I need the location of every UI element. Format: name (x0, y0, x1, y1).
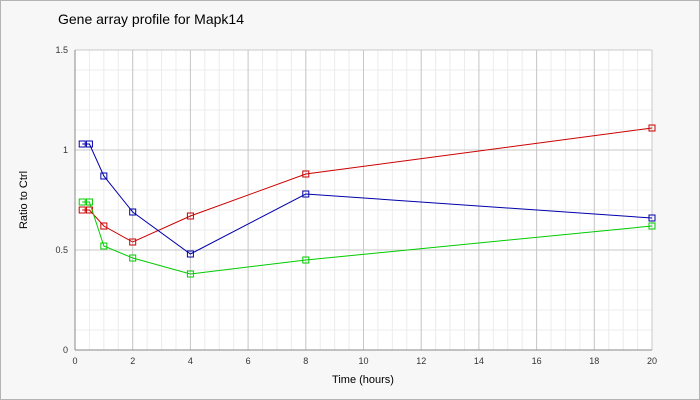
data-point (85, 140, 93, 148)
data-point (648, 222, 656, 230)
x-axis-label: Time (hours) (332, 374, 394, 386)
x-tick-label: 8 (303, 356, 308, 366)
x-tick-label: 18 (589, 356, 599, 366)
data-point (302, 190, 310, 198)
data-point (100, 242, 108, 250)
series-line-2 (82, 143, 653, 255)
series-line-3 (82, 201, 653, 275)
data-point (78, 206, 86, 214)
data-point (100, 172, 108, 180)
x-tick-label: 6 (246, 356, 251, 366)
data-point (648, 124, 656, 132)
data-point (129, 238, 137, 246)
data-point (186, 212, 194, 220)
x-tick-label: 12 (416, 356, 426, 366)
data-point (186, 270, 194, 278)
data-point (78, 140, 86, 148)
x-tick-label: 10 (358, 356, 368, 366)
data-point (186, 250, 194, 258)
data-point (302, 170, 310, 178)
x-tick-label: 16 (532, 356, 542, 366)
series-line-1 (82, 127, 653, 243)
y-tick-label: 1.5 (55, 45, 68, 55)
data-point (85, 198, 93, 206)
chart-title: Gene array profile for Mapk14 (58, 11, 244, 27)
x-tick-label: 20 (647, 356, 657, 366)
y-tick-label: 0 (63, 345, 68, 355)
data-point (129, 254, 137, 262)
data-point (648, 214, 656, 222)
x-tick-label: 0 (72, 356, 77, 366)
y-tick-label: 0.5 (55, 245, 68, 255)
x-tick-label: 2 (130, 356, 135, 366)
x-tick-label: 14 (474, 356, 484, 366)
x-tick-label: 4 (188, 356, 193, 366)
data-point (78, 198, 86, 206)
data-point (302, 256, 310, 264)
y-tick-label: 1 (63, 145, 68, 155)
data-point (129, 208, 137, 216)
data-point (100, 222, 108, 230)
